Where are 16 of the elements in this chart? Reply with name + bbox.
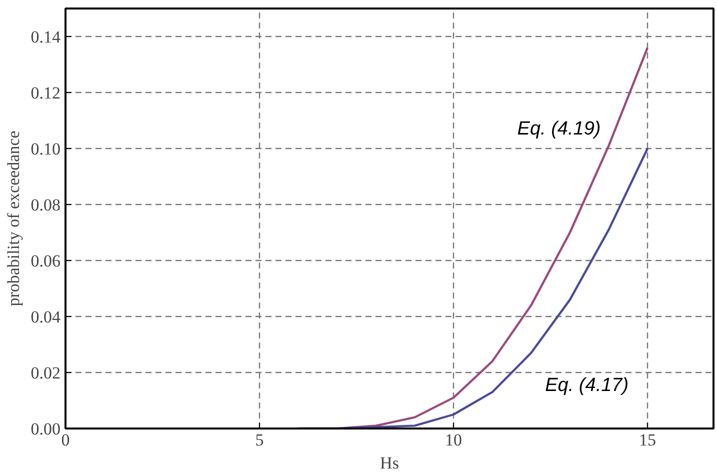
- series-label: Eq. (4.17): [545, 374, 629, 396]
- y-tick-label: 0.04: [30, 308, 61, 326]
- x-tick-label: 10: [445, 430, 462, 450]
- y-tick-label: 0.10: [30, 140, 60, 158]
- y-tick-label: 0.12: [30, 84, 60, 102]
- y-tick-label: 0.02: [30, 364, 60, 382]
- x-tick-label: 15: [639, 430, 656, 450]
- series-label: Eq. (4.19): [517, 118, 601, 140]
- y-tick-label: 0.14: [30, 28, 61, 46]
- y-tick-label: 0.08: [30, 196, 60, 214]
- y-tick-label: 0.00: [30, 420, 60, 438]
- y-axis-title: probability of exceedance: [4, 130, 23, 306]
- x-tick-label: 5: [255, 430, 264, 450]
- y-tick-label: 0.06: [30, 252, 60, 270]
- x-tick-label: 0: [61, 430, 70, 450]
- x-axis-title: Hs: [380, 454, 399, 472]
